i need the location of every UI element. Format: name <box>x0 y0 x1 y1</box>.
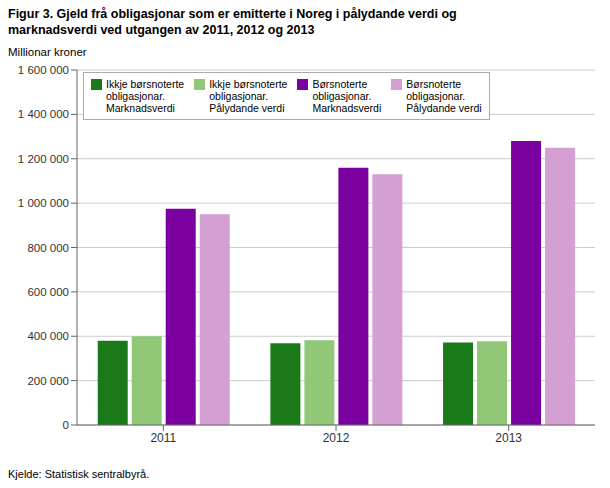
svg-text:400 000: 400 000 <box>27 330 69 342</box>
svg-text:2012: 2012 <box>323 431 350 445</box>
svg-text:2011: 2011 <box>150 431 176 445</box>
svg-text:1 000 000: 1 000 000 <box>18 197 69 209</box>
html-text:Figur 3. Gjeld frå obligasjona: Figur 3. Gjeld frå obligasjonar som er e… <box>8 7 457 21</box>
html-text:Børsnoterte: Børsnoterte <box>312 78 368 90</box>
html-text:Marknadsverdi: Marknadsverdi <box>106 102 175 114</box>
html-text:Millionar kroner: Millionar kroner <box>8 46 87 58</box>
svg-text:0: 0 <box>63 419 69 431</box>
html-text:obligasjonar.: obligasjonar. <box>209 90 269 102</box>
html-text:Børsnoterte: Børsnoterte <box>406 78 462 90</box>
html-text:Marknadsverdi: Marknadsverdi <box>312 102 382 114</box>
html-text:Pålydande verdi: Pålydande verdi <box>406 102 482 114</box>
html-text:marknadsverdi ved utgangen av: marknadsverdi ved utgangen av 2011, 2012… <box>8 23 315 37</box>
html-text:obligasjonar.: obligasjonar. <box>106 90 165 102</box>
html-text:Ikkje børsnoterte: Ikkje børsnoterte <box>106 78 185 90</box>
svg-text:600 000: 600 000 <box>27 286 69 298</box>
html-text:obligasjonar.: obligasjonar. <box>406 90 466 102</box>
svg-text:800 000: 800 000 <box>27 242 69 254</box>
svg-text:1 600 000: 1 600 000 <box>18 64 69 76</box>
svg-text:2013: 2013 <box>495 431 522 445</box>
html-text:Kjelde: Statistisk sentralbyrå: Kjelde: Statistisk sentralbyrå. <box>8 468 150 480</box>
svg-text:1 400 000: 1 400 000 <box>18 108 69 120</box>
html-text:Ikkje børsnoterte: Ikkje børsnoterte <box>209 78 288 90</box>
html-text:Pålydande verdi: Pålydande verdi <box>209 102 285 114</box>
html-text:obligasjonar.: obligasjonar. <box>312 90 372 102</box>
svg-text:200 000: 200 000 <box>27 375 69 387</box>
svg-text:1 200 000: 1 200 000 <box>18 153 69 165</box>
